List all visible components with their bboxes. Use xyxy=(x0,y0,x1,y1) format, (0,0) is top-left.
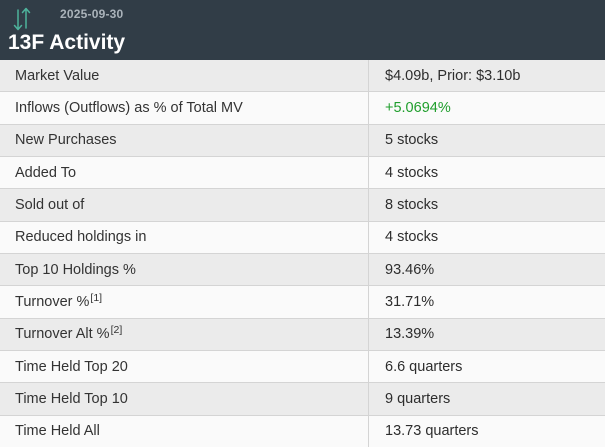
panel-title: 13F Activity xyxy=(8,31,126,54)
table-row: Top 10 Holdings % 93.46% xyxy=(0,253,605,287)
row-value: 6.6 quarters xyxy=(368,350,605,383)
table-row: Turnover % [1] 31.71% xyxy=(0,286,605,319)
footnote-marker: [2] xyxy=(110,324,123,337)
row-label: Top 10 Holdings % xyxy=(15,261,136,278)
row-label: Time Held All xyxy=(15,423,100,440)
row-value: 5 stocks xyxy=(368,124,605,156)
table-row: Time Held All 13.73 quarters xyxy=(0,415,605,447)
table-row: Time Held Top 20 6.6 quarters xyxy=(0,350,605,384)
table-row: Added To 4 stocks xyxy=(0,156,605,190)
table-row: Time Held Top 10 9 quarters xyxy=(0,383,605,416)
row-label: Turnover Alt % [2] xyxy=(15,324,123,343)
row-value: 13.39% xyxy=(368,318,605,350)
row-value: 93.46% xyxy=(368,253,605,286)
row-label: Time Held Top 20 xyxy=(15,358,128,375)
row-value: 9 quarters xyxy=(368,383,605,415)
table-row: Reduced holdings in 4 stocks xyxy=(0,221,605,254)
row-value: 4 stocks xyxy=(368,156,605,189)
row-value: +5.0694% xyxy=(368,92,605,124)
row-label: Sold out of xyxy=(15,196,85,213)
report-date: 2025-09-30 xyxy=(60,7,124,21)
panel-header: 2025-09-30 13F Activity xyxy=(0,0,605,60)
row-label: Turnover % [1] xyxy=(15,291,103,310)
footnote-marker: [1] xyxy=(90,291,103,304)
row-value: $4.09b, Prior: $3.10b xyxy=(368,60,605,92)
row-label: Reduced holdings in xyxy=(15,229,147,246)
row-label: New Purchases xyxy=(15,132,117,149)
swap-vertical-arrows-icon xyxy=(13,5,31,33)
row-label: Market Value xyxy=(15,67,100,84)
table-row: New Purchases 5 stocks xyxy=(0,124,605,157)
table-row: Turnover Alt % [2] 13.39% xyxy=(0,318,605,351)
row-value: 4 stocks xyxy=(368,221,605,253)
row-value: 31.71% xyxy=(368,286,605,318)
row-label: Added To xyxy=(15,164,77,181)
table-row: Sold out of 8 stocks xyxy=(0,189,605,222)
table-row: Inflows (Outflows) as % of Total MV +5.06… xyxy=(0,92,605,125)
row-value: 13.73 quarters xyxy=(368,415,605,447)
table-row: Market Value $4.09b, Prior: $3.10b xyxy=(0,60,605,93)
row-label: Time Held Top 10 xyxy=(15,390,128,407)
activity-table: Market Value $4.09b, Prior: $3.10b Inflows… xyxy=(0,60,605,447)
row-value: 8 stocks xyxy=(368,189,605,221)
row-label: Inflows (Outflows) as % of Total MV xyxy=(15,99,243,116)
